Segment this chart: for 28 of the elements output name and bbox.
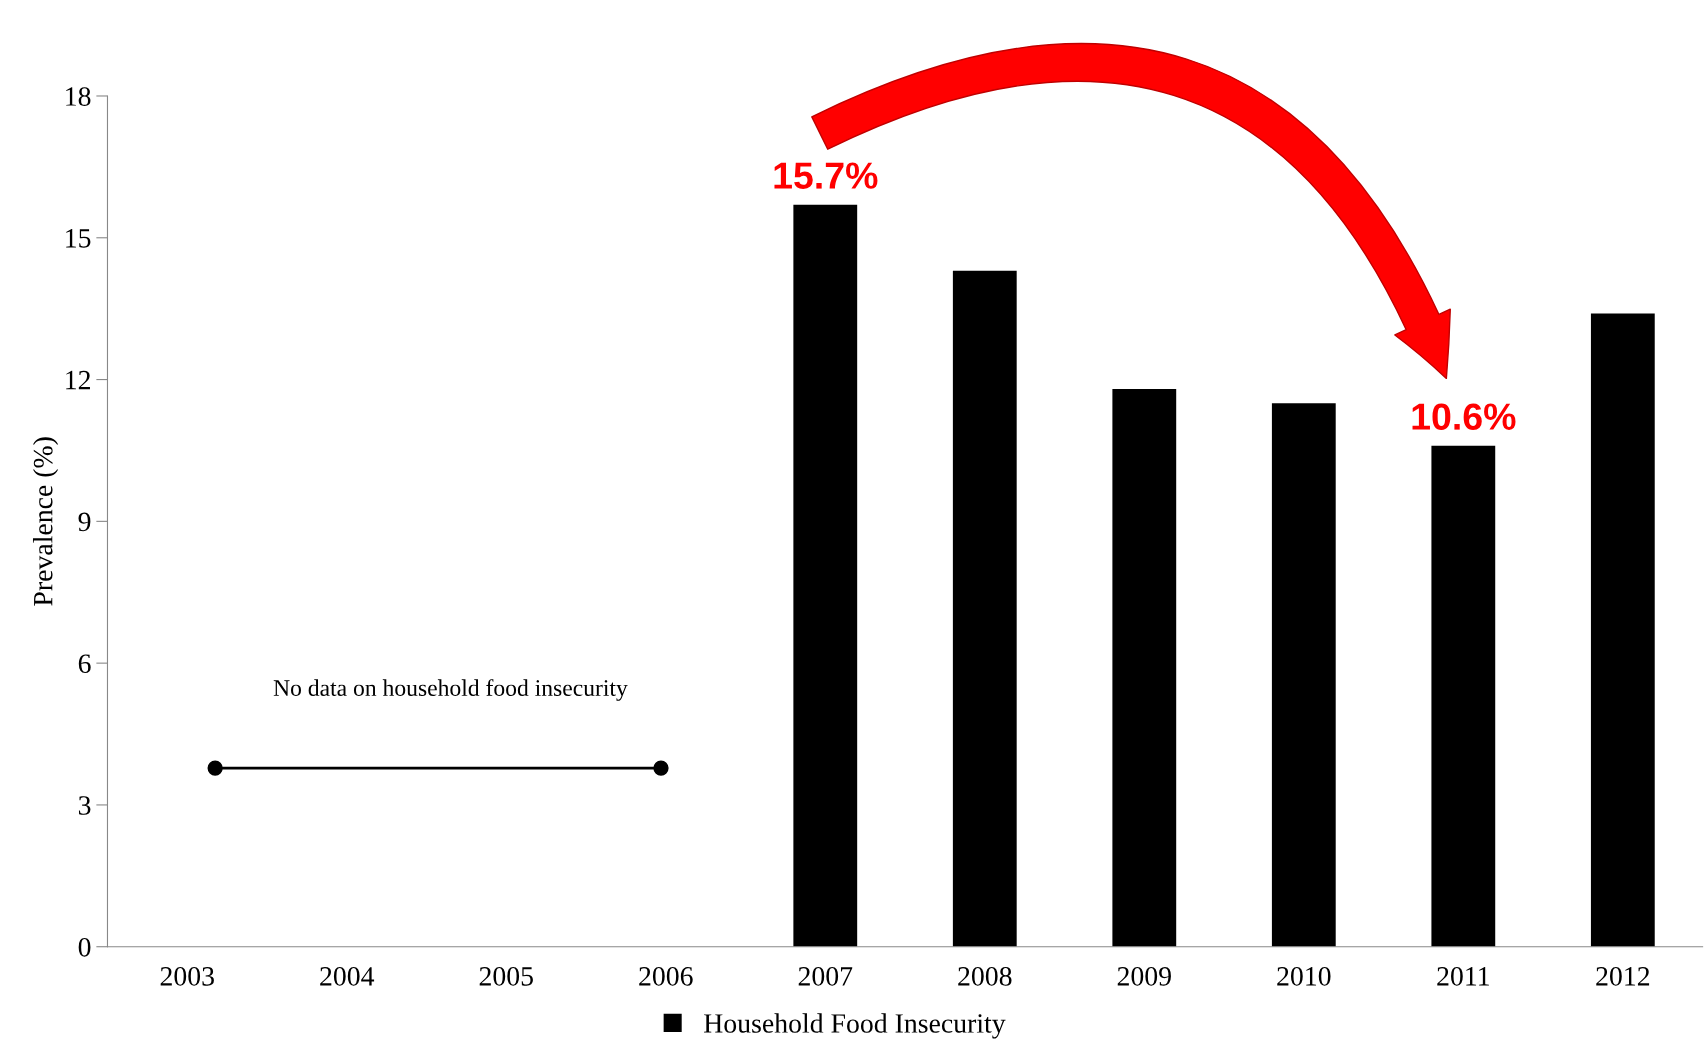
x-tick-label: 2010 [1277, 966, 1331, 986]
x-tick-label: 2009 [1117, 966, 1171, 986]
bar [1112, 389, 1177, 947]
bar [1431, 445, 1496, 947]
bar [952, 270, 1017, 947]
y-tick-label: 15 [66, 229, 91, 248]
y-tick-label: 3 [78, 796, 91, 815]
legend-label: Household Food Insecurity [704, 1013, 1006, 1039]
x-tick-label: 2008 [958, 966, 1012, 986]
annotation: No data on household food insecurity [273, 679, 628, 701]
y-tick-label: 18 [66, 87, 91, 106]
x-tick-label: 2004 [320, 966, 375, 986]
x-tick-label: 2005 [479, 966, 533, 986]
y-tick-label: 9 [78, 512, 91, 532]
x-tick-label: 2011 [1437, 966, 1489, 986]
x-tick-label: 2007 [798, 966, 853, 986]
data-label: 15.7% [774, 162, 878, 189]
data-label: 10.6% [1412, 403, 1516, 430]
bar [793, 204, 858, 947]
bar [1271, 403, 1336, 947]
y-tick-label: 12 [66, 370, 90, 390]
x-tick-label: 2003 [160, 966, 214, 986]
y-tick-label: 6 [78, 654, 91, 674]
x-tick-label: 2012 [1596, 966, 1650, 986]
bar [1590, 313, 1655, 947]
y-axis-title: Prevalence (%) [32, 437, 59, 606]
x-tick-label: 2006 [639, 966, 693, 986]
y-tick-label: 0 [78, 937, 91, 957]
